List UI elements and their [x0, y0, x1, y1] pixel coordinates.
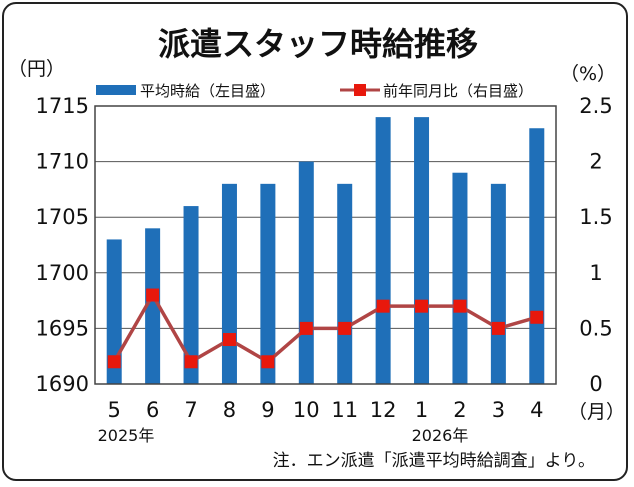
x-tick-label: 6: [146, 398, 159, 422]
left-tick-label: 1710: [36, 150, 89, 174]
line-marker: [338, 321, 352, 335]
x-axis-ticks: 5 6 7 8 9 10 11 12 1 2 3 4: [108, 398, 544, 422]
line-marker: [184, 355, 198, 369]
line-marker: [453, 299, 467, 313]
line-marker: [376, 299, 390, 313]
right-axis-ticks: 0 0.5 1 1.5 2 2.5: [579, 94, 612, 396]
x-tick-label: 4: [530, 398, 543, 422]
legend: 平均時給（左目盛） 前年同月比（右目盛）: [96, 82, 533, 100]
left-tick-label: 1695: [36, 316, 89, 340]
line-marker: [146, 288, 160, 302]
right-tick-label: 1: [589, 261, 602, 285]
bar: [298, 161, 314, 384]
chart-frame: [2, 2, 628, 481]
x-tick-label: 2: [453, 398, 466, 422]
x-tick-label: 8: [223, 398, 236, 422]
bar: [375, 117, 391, 385]
right-tick-label: 1.5: [579, 205, 612, 229]
left-tick-label: 1705: [36, 205, 89, 229]
right-tick-label: 0: [589, 372, 602, 396]
left-axis-ticks: 1690 1695 1700 1705 1710 1715: [36, 94, 89, 396]
bar: [260, 183, 276, 384]
legend-line-marker: [354, 84, 366, 96]
x-tick-label: 3: [492, 398, 505, 422]
bar: [221, 183, 237, 384]
legend-bar-swatch: [96, 85, 136, 95]
legend-line-label: 前年同月比（右目盛）: [383, 82, 533, 100]
year-label-2025: 2025年: [98, 426, 155, 445]
bar: [414, 117, 430, 385]
line-marker: [530, 310, 544, 324]
bar: [490, 183, 506, 384]
left-tick-label: 1700: [36, 261, 89, 285]
line-marker: [491, 321, 505, 335]
bar: [145, 228, 161, 384]
legend-bar-label: 平均時給（左目盛）: [140, 82, 275, 100]
bar: [529, 128, 545, 384]
x-tick-label: 1: [415, 398, 428, 422]
x-tick-label: 7: [184, 398, 197, 422]
bar-series: [106, 117, 545, 385]
x-tick-label: 5: [108, 398, 121, 422]
right-tick-label: 2: [589, 150, 602, 174]
right-tick-label: 0.5: [579, 316, 612, 340]
bar: [337, 183, 353, 384]
left-tick-label: 1715: [36, 94, 89, 118]
line-marker: [261, 355, 275, 369]
line-marker: [415, 299, 429, 313]
line-marker: [222, 333, 236, 347]
left-tick-label: 1690: [36, 372, 89, 396]
line-marker: [107, 355, 121, 369]
line-marker: [299, 321, 313, 335]
right-axis-unit: （%）: [560, 63, 616, 85]
right-tick-label: 2.5: [579, 94, 612, 118]
x-tick-label: 10: [293, 398, 320, 422]
x-tick-label: 11: [331, 398, 358, 422]
plot-border: [94, 105, 557, 385]
source-note: 注．エン派遣「派遣平均時給調査」より。: [273, 451, 595, 471]
gridlines: [95, 161, 556, 329]
left-axis-unit: （円）: [8, 58, 65, 80]
chart-title: 派遣スタッフ時給推移: [158, 25, 478, 63]
year-label-2026: 2026年: [412, 426, 469, 445]
bar: [452, 172, 468, 384]
bar: [183, 206, 199, 384]
x-axis-unit: （月）: [568, 401, 625, 423]
bar: [106, 239, 122, 384]
line-series: [107, 288, 544, 369]
x-tick-label: 9: [261, 398, 274, 422]
x-tick-label: 12: [370, 398, 397, 422]
